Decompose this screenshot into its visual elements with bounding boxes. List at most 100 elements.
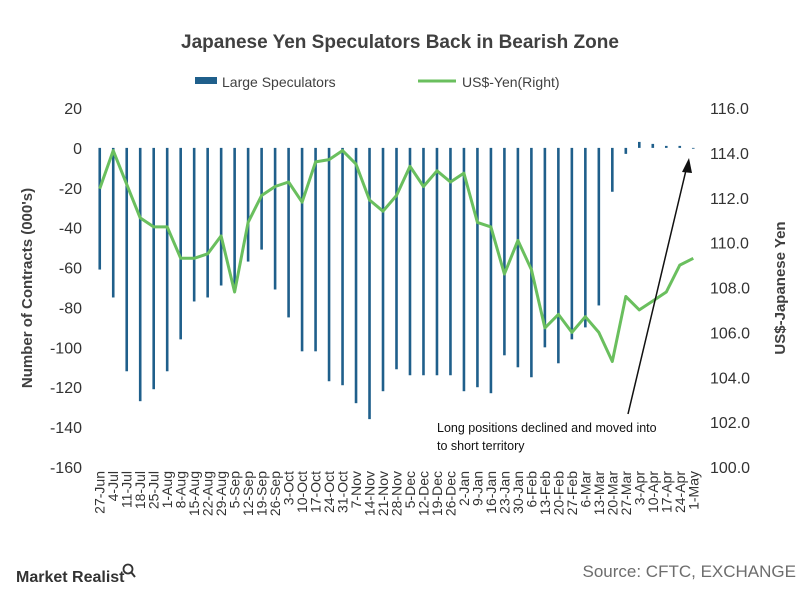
x-axis: 27-Jun4-Jul11-Jul18-Jul25-Jul1-Aug8-Aug1… bbox=[92, 471, 702, 516]
annotation-arrow-head bbox=[682, 158, 692, 173]
x-tick-label: 6-Feb bbox=[523, 471, 539, 508]
x-tick-label: 26-Sep bbox=[267, 471, 283, 516]
bar bbox=[503, 147, 506, 356]
x-tick-label: 5-Dec bbox=[402, 471, 418, 508]
bar bbox=[368, 147, 371, 420]
x-tick-label: 15-Aug bbox=[186, 471, 202, 516]
line-series bbox=[98, 149, 694, 363]
right-axis-title: US$-Japanese Yen bbox=[772, 221, 789, 354]
x-tick-label: 28-Nov bbox=[389, 471, 405, 516]
left-tick-label: -140 bbox=[50, 420, 82, 437]
bar bbox=[354, 147, 358, 404]
x-tick-label: 27-Feb bbox=[564, 471, 580, 516]
x-tick-label: 2-Jan bbox=[456, 471, 472, 506]
right-tick-label: 106.0 bbox=[710, 325, 750, 342]
bar bbox=[557, 147, 560, 364]
bar bbox=[597, 147, 601, 306]
x-tick-label: 10-Oct bbox=[294, 471, 310, 513]
x-tick-label: 4-Jul bbox=[105, 471, 121, 501]
bar bbox=[462, 147, 466, 392]
x-tick-label: 29-Aug bbox=[213, 471, 229, 516]
brand-logo: Market Realist bbox=[16, 563, 136, 586]
source-note: Source: CFTC, EXCHANGE bbox=[583, 562, 797, 581]
x-tick-label: 21-Nov bbox=[375, 471, 391, 516]
x-tick-label: 19-Sep bbox=[254, 471, 270, 516]
x-tick-label: 5-Sep bbox=[227, 471, 243, 509]
bar bbox=[543, 147, 547, 348]
left-tick-label: -40 bbox=[59, 221, 82, 238]
right-tick-label: 108.0 bbox=[710, 281, 750, 298]
x-tick-label: 12-Sep bbox=[240, 471, 256, 516]
right-tick-label: 112.0 bbox=[710, 191, 749, 208]
annotation-line-2: to short territory bbox=[437, 439, 525, 453]
x-tick-label: 27-Mar bbox=[618, 471, 634, 516]
left-tick-label: -160 bbox=[50, 460, 82, 477]
left-tick-label: -60 bbox=[59, 261, 82, 278]
right-tick-label: 104.0 bbox=[710, 370, 750, 387]
bar bbox=[435, 147, 439, 376]
legend-label-line: US$-Yen(Right) bbox=[462, 74, 560, 90]
bar bbox=[611, 147, 614, 192]
bar bbox=[570, 147, 574, 340]
x-tick-label: 19-Dec bbox=[429, 471, 445, 516]
x-tick-label: 20-Mar bbox=[604, 471, 620, 516]
legend-bar-swatch bbox=[195, 77, 217, 84]
bar bbox=[327, 147, 331, 382]
right-tick-label: 116.0 bbox=[710, 101, 749, 118]
x-tick-label: 30-Jan bbox=[510, 471, 526, 514]
bar bbox=[395, 147, 398, 370]
bar bbox=[691, 147, 695, 149]
bar bbox=[246, 147, 250, 262]
bar bbox=[206, 147, 209, 298]
annotation-arrow bbox=[627, 165, 688, 415]
x-tick-label: 9-Jan bbox=[469, 471, 485, 506]
x-tick-label: 1-May bbox=[685, 471, 701, 510]
x-tick-label: 8-Aug bbox=[173, 471, 189, 508]
x-tick-label: 17-Oct bbox=[308, 471, 324, 513]
right-axis: 116.0 114.0 112.0 110.0 108.0 106.0 104.0 102.0… bbox=[710, 101, 750, 477]
bar bbox=[192, 147, 196, 302]
bar bbox=[341, 147, 344, 386]
x-tick-label: 10-Apr bbox=[645, 471, 661, 513]
bar bbox=[125, 147, 129, 372]
x-tick-label: 23-Jan bbox=[496, 471, 512, 514]
bar bbox=[179, 147, 182, 340]
x-tick-label: 24-Apr bbox=[672, 471, 688, 513]
bar bbox=[449, 147, 452, 376]
left-tick-label: -100 bbox=[50, 340, 82, 357]
x-tick-label: 3-Oct bbox=[281, 471, 297, 505]
line-path bbox=[98, 149, 694, 363]
right-tick-label: 102.0 bbox=[710, 415, 750, 432]
x-tick-label: 16-Jan bbox=[483, 471, 499, 514]
x-tick-label: 27-Jun bbox=[92, 471, 108, 514]
right-tick-label: 100.0 bbox=[710, 460, 750, 477]
x-tick-label: 1-Aug bbox=[159, 471, 175, 508]
x-tick-label: 13-Mar bbox=[591, 471, 607, 516]
left-tick-label: -80 bbox=[59, 300, 82, 317]
bar bbox=[233, 147, 236, 288]
bar bbox=[273, 147, 277, 290]
x-tick-label: 11-Jul bbox=[119, 471, 135, 508]
bar bbox=[381, 147, 385, 392]
x-tick-label: 24-Oct bbox=[321, 471, 337, 513]
brand-name: Market Realist bbox=[16, 569, 125, 586]
bar bbox=[287, 147, 290, 318]
magnifier-icon-handle bbox=[130, 571, 136, 578]
chart-title: Japanese Yen Speculators Back in Bearish… bbox=[181, 32, 619, 53]
x-tick-label: 14-Nov bbox=[362, 471, 378, 516]
x-tick-label: 20-Feb bbox=[550, 471, 566, 516]
x-tick-label: 17-Apr bbox=[658, 471, 674, 513]
bar bbox=[651, 143, 655, 148]
bar bbox=[624, 147, 628, 154]
left-tick-label: 0 bbox=[73, 141, 82, 158]
x-tick-label: 18-Jul bbox=[132, 471, 148, 509]
bar bbox=[152, 147, 155, 390]
legend: Large Speculators US$-Yen(Right) bbox=[195, 74, 560, 90]
bar bbox=[476, 147, 479, 388]
x-tick-label: 22-Aug bbox=[200, 471, 216, 516]
bar bbox=[664, 145, 668, 148]
bar bbox=[111, 147, 115, 298]
left-tick-label: 20 bbox=[64, 101, 82, 118]
bar bbox=[300, 147, 304, 352]
